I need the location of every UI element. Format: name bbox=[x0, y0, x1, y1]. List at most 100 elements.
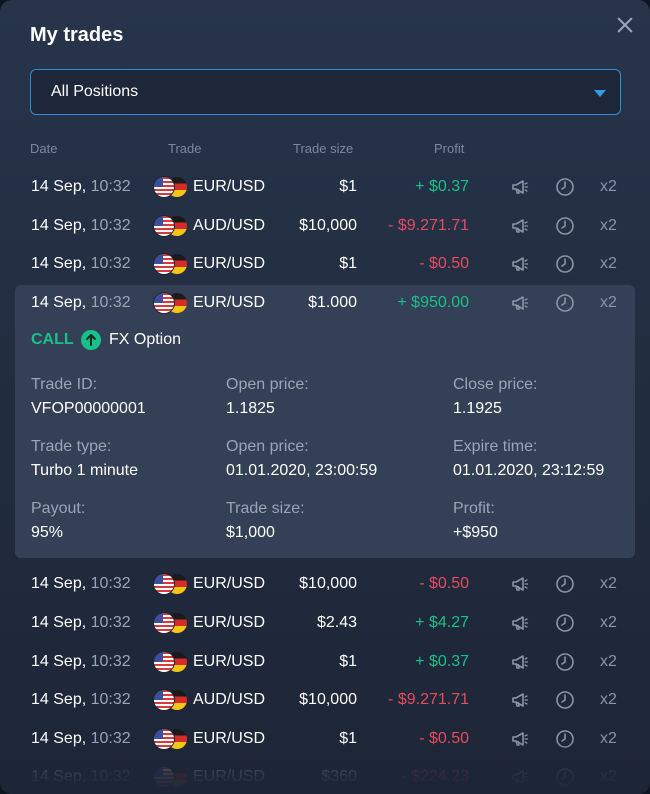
trade-time: 10:32 bbox=[86, 653, 131, 670]
trade-id-value: VFOP00000001 bbox=[31, 400, 146, 417]
trade-date: 14 Sep, 10:32 bbox=[31, 653, 131, 670]
trade-row[interactable]: 14 Sep, 10:32 EUR/USD $1 + $0.37 x2 bbox=[0, 643, 650, 681]
trade-profit: + $0.37 bbox=[415, 178, 469, 195]
megaphone-icon[interactable] bbox=[510, 767, 530, 787]
currency-pair: EUR/USD bbox=[193, 614, 266, 631]
trade-time: 10:32 bbox=[86, 575, 131, 592]
currency-pair: EUR/USD bbox=[193, 294, 266, 311]
clock-icon[interactable] bbox=[555, 613, 575, 633]
open-time-label: Open price: bbox=[226, 438, 309, 455]
column-header-trade: Trade bbox=[168, 141, 202, 156]
trade-size: $10,000 bbox=[299, 691, 357, 708]
currency-pair-flags bbox=[154, 216, 188, 236]
trade-size: $2.43 bbox=[316, 614, 357, 631]
positions-filter-select[interactable]: All Positions bbox=[30, 69, 621, 115]
multiplier-button[interactable]: x2 bbox=[600, 691, 617, 708]
clock-icon[interactable] bbox=[555, 177, 575, 197]
trade-date: 14 Sep, 10:32 bbox=[31, 255, 131, 272]
trade-time: 10:32 bbox=[86, 730, 131, 747]
trade-date: 14 Sep, 10:32 bbox=[31, 178, 131, 195]
trade-time: 10:32 bbox=[86, 768, 131, 785]
currency-pair: EUR/USD bbox=[193, 255, 266, 272]
megaphone-icon[interactable] bbox=[510, 254, 530, 274]
currency-pair: EUR/USD bbox=[193, 575, 266, 592]
us-flag-icon bbox=[154, 216, 174, 236]
megaphone-icon[interactable] bbox=[510, 216, 530, 236]
multiplier-button[interactable]: x2 bbox=[600, 178, 617, 195]
column-header-date: Date bbox=[30, 141, 58, 156]
trade-size: $1 bbox=[339, 730, 357, 747]
us-flag-icon bbox=[154, 177, 174, 197]
currency-pair-flags bbox=[154, 293, 188, 313]
trade-date: 14 Sep, 10:32 bbox=[31, 294, 131, 311]
profit-value: +$950 bbox=[453, 524, 498, 541]
trade-size: $10,000 bbox=[299, 217, 357, 234]
trade-date: 14 Sep, 10:32 bbox=[31, 217, 131, 234]
clock-icon[interactable] bbox=[555, 652, 575, 672]
trade-date: 14 Sep, 10:32 bbox=[31, 768, 131, 785]
multiplier-button[interactable]: x2 bbox=[600, 217, 617, 234]
chevron-down-icon bbox=[594, 90, 606, 97]
clock-icon[interactable] bbox=[555, 254, 575, 274]
multiplier-button[interactable]: x2 bbox=[600, 653, 617, 670]
close-icon[interactable] bbox=[612, 12, 638, 38]
payout-label: Payout: bbox=[31, 500, 86, 517]
us-flag-icon bbox=[154, 729, 174, 749]
filter-selected-value: All Positions bbox=[51, 83, 139, 100]
trade-date: 14 Sep, 10:32 bbox=[31, 575, 131, 592]
trade-row[interactable]: 14 Sep, 10:32 EUR/USD $2.43 + $4.27 x2 bbox=[0, 604, 650, 642]
clock-icon[interactable] bbox=[555, 767, 575, 787]
trade-size: $1.000 bbox=[308, 294, 357, 311]
megaphone-icon[interactable] bbox=[510, 574, 530, 594]
trade-row[interactable]: 14 Sep, 10:32 EUR/USD $1 - $0.50 x2 bbox=[0, 245, 650, 283]
column-header-trade-size: Trade size bbox=[293, 141, 354, 156]
trade-size: $360 bbox=[321, 768, 357, 785]
trade-type-label: Trade type: bbox=[31, 438, 112, 455]
currency-pair: EUR/USD bbox=[193, 768, 266, 785]
currency-pair-flags bbox=[154, 177, 188, 197]
currency-pair-flags bbox=[154, 729, 188, 749]
trade-time: 10:32 bbox=[86, 614, 131, 631]
multiplier-button[interactable]: x2 bbox=[600, 614, 617, 631]
trade-row[interactable]: 14 Sep, 10:32 EUR/USD $1.000 + $950.00 x2 bbox=[0, 284, 650, 322]
currency-pair: EUR/USD bbox=[193, 653, 266, 670]
multiplier-button[interactable]: x2 bbox=[600, 768, 617, 785]
clock-icon[interactable] bbox=[555, 216, 575, 236]
us-flag-icon bbox=[154, 574, 174, 594]
currency-pair-flags bbox=[154, 767, 188, 787]
clock-icon[interactable] bbox=[555, 293, 575, 313]
trade-profit: - $0.50 bbox=[419, 575, 469, 592]
multiplier-button[interactable]: x2 bbox=[600, 294, 617, 311]
clock-icon[interactable] bbox=[555, 574, 575, 594]
multiplier-button[interactable]: x2 bbox=[600, 255, 617, 272]
column-header-profit: Profit bbox=[434, 141, 465, 156]
trade-row[interactable]: 14 Sep, 10:32 EUR/USD $1 + $0.37 x2 bbox=[0, 168, 650, 206]
trade-time: 10:32 bbox=[86, 255, 131, 272]
clock-icon[interactable] bbox=[555, 690, 575, 710]
megaphone-icon[interactable] bbox=[510, 690, 530, 710]
trade-row[interactable]: 14 Sep, 10:32 EUR/USD $360 - $224.23 x2 bbox=[0, 758, 650, 794]
currency-pair-flags bbox=[154, 690, 188, 710]
trade-row[interactable]: 14 Sep, 10:32 AUD/USD $10,000 - $9.271.71 x2 bbox=[0, 681, 650, 719]
megaphone-icon[interactable] bbox=[510, 293, 530, 313]
currency-pair-flags bbox=[154, 652, 188, 672]
payout-value: 95% bbox=[31, 524, 64, 541]
trade-row[interactable]: 14 Sep, 10:32 EUR/USD $10,000 - $0.50 x2 bbox=[0, 565, 650, 603]
megaphone-icon[interactable] bbox=[510, 613, 530, 633]
multiplier-button[interactable]: x2 bbox=[600, 575, 617, 592]
us-flag-icon bbox=[154, 690, 174, 710]
us-flag-icon bbox=[154, 254, 174, 274]
clock-icon[interactable] bbox=[555, 729, 575, 749]
trade-row[interactable]: 14 Sep, 10:32 EUR/USD $1 - $0.50 x2 bbox=[0, 720, 650, 758]
trade-size-value: $1,000 bbox=[226, 524, 275, 541]
trade-row[interactable]: 14 Sep, 10:32 AUD/USD $10,000 - $9.271.71 x2 bbox=[0, 207, 650, 245]
megaphone-icon[interactable] bbox=[510, 652, 530, 672]
us-flag-icon bbox=[154, 767, 174, 787]
profit-label: Profit: bbox=[453, 500, 495, 517]
megaphone-icon[interactable] bbox=[510, 729, 530, 749]
multiplier-button[interactable]: x2 bbox=[600, 730, 617, 747]
megaphone-icon[interactable] bbox=[510, 177, 530, 197]
panel-title: My trades bbox=[30, 24, 124, 46]
trade-details-panel: CALL FX Option Trade ID: VFOP00000001 Op… bbox=[15, 285, 635, 558]
currency-pair-flags bbox=[154, 613, 188, 633]
